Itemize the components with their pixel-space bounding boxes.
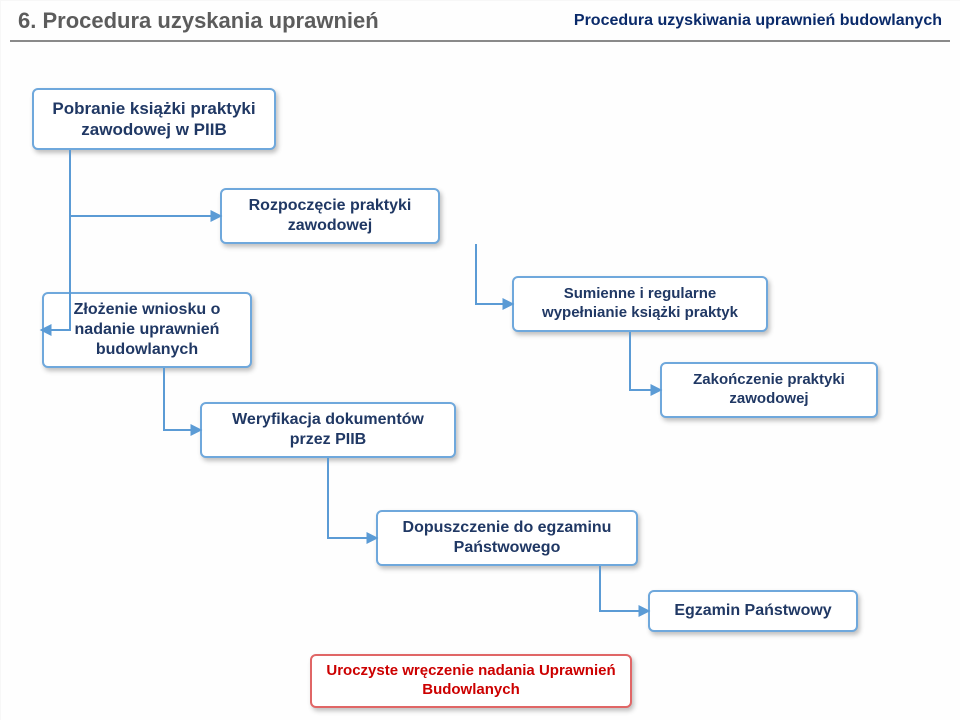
header-separator [10, 40, 950, 42]
header-title-left: 6. Procedura uzyskania uprawnień [18, 8, 379, 34]
header-title-right: Procedura uzyskiwania uprawnień budowlan… [574, 12, 942, 30]
diagram-canvas: Pobranie książki praktyki zawodowej w PI… [0, 0, 960, 720]
connector-layer [0, 0, 960, 720]
header: 6. Procedura uzyskania uprawnień Procedu… [0, 0, 960, 42]
